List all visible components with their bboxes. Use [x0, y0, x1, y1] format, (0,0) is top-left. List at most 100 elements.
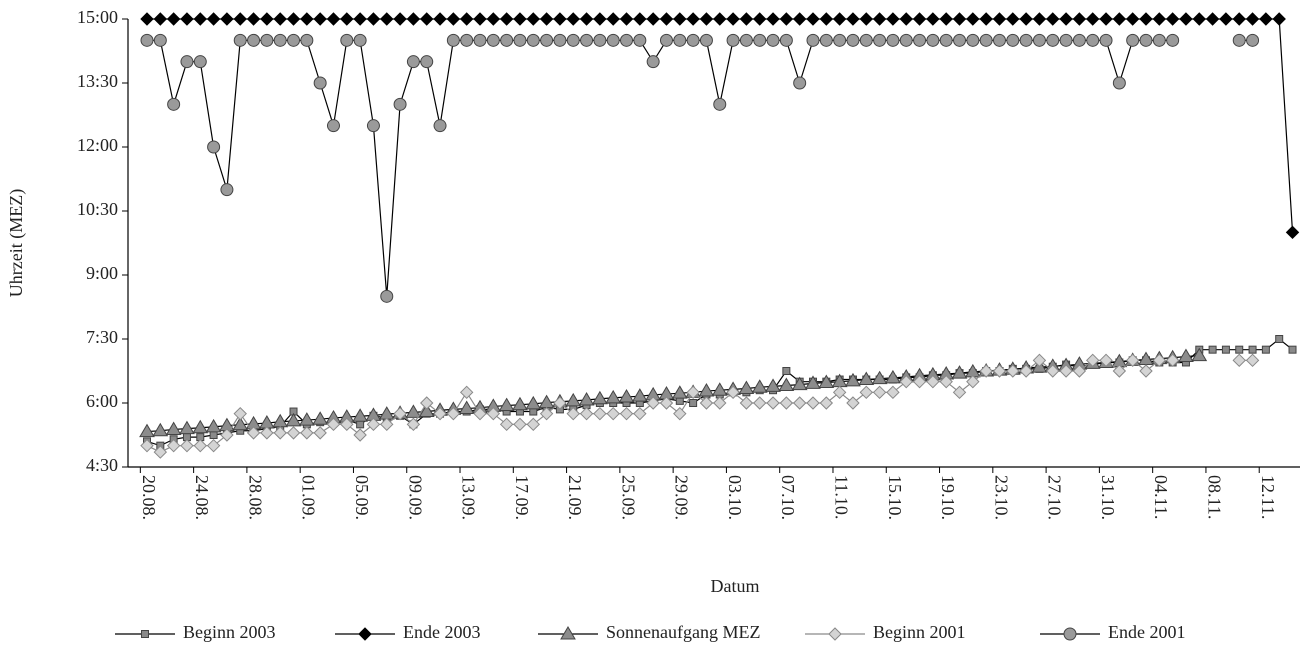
legend-label: Sonnenaufgang MEZ	[606, 622, 760, 642]
x-tick-label: 17.09.	[512, 475, 532, 520]
marker	[566, 12, 580, 26]
y-tick-label: 13:30	[77, 71, 118, 91]
marker	[1272, 12, 1286, 26]
marker	[659, 396, 674, 410]
marker	[579, 12, 594, 26]
marker	[300, 12, 314, 26]
marker	[233, 33, 247, 47]
marker	[393, 406, 407, 421]
marker	[619, 406, 634, 421]
marker	[885, 369, 901, 384]
marker	[193, 12, 207, 26]
x-tick-label: 01.09.	[299, 475, 319, 520]
marker	[433, 119, 447, 133]
marker	[952, 12, 967, 26]
marker	[593, 12, 607, 26]
marker	[273, 426, 287, 440]
marker	[765, 378, 781, 392]
x-axis-title: Datum	[711, 576, 760, 596]
marker	[232, 416, 249, 431]
marker	[846, 12, 860, 26]
marker	[152, 422, 169, 437]
marker	[792, 12, 807, 26]
marker	[1232, 33, 1246, 47]
marker	[473, 406, 487, 421]
marker	[1152, 33, 1166, 47]
y-tick-label: 6:00	[86, 391, 118, 411]
marker	[473, 12, 487, 26]
marker	[1205, 12, 1220, 26]
marker	[166, 12, 181, 26]
marker	[926, 12, 940, 26]
marker	[620, 33, 634, 47]
marker	[458, 400, 475, 415]
marker	[260, 33, 274, 47]
marker	[1219, 12, 1233, 26]
marker	[886, 385, 900, 400]
marker	[1261, 345, 1270, 354]
marker	[846, 33, 860, 47]
marker	[486, 33, 500, 47]
marker	[1086, 12, 1100, 26]
marker	[326, 119, 340, 133]
marker	[326, 12, 341, 26]
marker	[418, 403, 435, 418]
marker	[353, 12, 367, 26]
marker	[899, 33, 913, 47]
marker	[273, 33, 287, 47]
marker	[739, 33, 753, 47]
marker	[766, 33, 780, 47]
marker	[446, 406, 461, 421]
marker	[406, 55, 420, 69]
marker	[166, 438, 181, 453]
marker	[1275, 335, 1284, 343]
marker	[420, 396, 434, 410]
marker	[778, 377, 795, 392]
legend-marker	[560, 626, 576, 640]
marker	[952, 385, 967, 400]
marker	[859, 385, 873, 400]
marker	[193, 55, 207, 69]
marker	[805, 375, 821, 389]
x-tick-label: 09.09.	[405, 475, 425, 520]
marker	[366, 12, 381, 26]
marker	[1166, 33, 1180, 47]
marker	[753, 396, 767, 410]
legend-marker	[828, 627, 842, 641]
marker	[356, 420, 365, 429]
marker	[966, 12, 980, 26]
marker	[153, 445, 168, 459]
marker	[832, 385, 847, 400]
x-tick-label: 13.09.	[459, 475, 479, 520]
marker	[247, 33, 261, 47]
marker	[845, 372, 861, 387]
marker	[473, 33, 487, 47]
x-tick-label: 07.10.	[778, 475, 798, 520]
marker	[671, 385, 688, 399]
marker	[340, 417, 354, 432]
y-tick-label: 15:00	[77, 7, 118, 27]
legend-label: Ende 2003	[403, 622, 480, 642]
marker	[312, 411, 329, 425]
marker	[912, 374, 927, 389]
legend-label: Ende 2001	[1108, 622, 1185, 642]
marker	[513, 33, 527, 47]
marker	[233, 406, 247, 421]
marker	[846, 396, 860, 410]
marker	[1139, 364, 1153, 378]
marker	[806, 12, 820, 26]
x-tick-label: 20.08.	[139, 475, 159, 520]
marker	[872, 385, 887, 400]
marker	[818, 374, 835, 389]
marker	[1046, 12, 1060, 26]
legend-label: Beginn 2001	[873, 622, 966, 642]
marker	[673, 33, 687, 47]
marker	[500, 33, 514, 47]
marker	[1208, 345, 1217, 354]
marker	[192, 419, 209, 434]
marker	[699, 12, 714, 26]
marker	[899, 374, 913, 389]
marker	[766, 396, 780, 410]
marker	[433, 406, 447, 421]
marker	[220, 12, 234, 26]
